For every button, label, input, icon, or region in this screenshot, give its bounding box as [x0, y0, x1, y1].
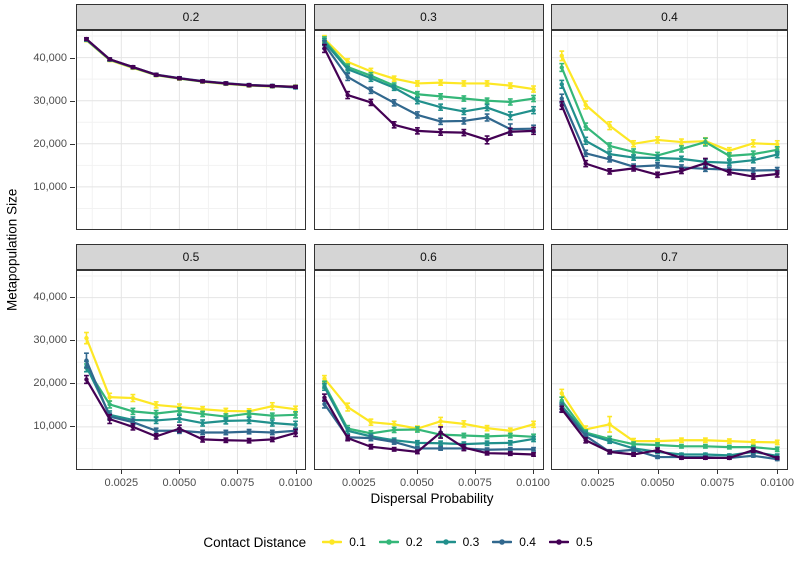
x-axis-tick	[657, 469, 659, 474]
series-0.5	[559, 100, 780, 180]
y-axis-tick	[70, 297, 75, 299]
y-axis-tick	[70, 100, 75, 102]
facet-strip-0.5: 0.5	[76, 243, 306, 270]
series-0.3	[559, 79, 780, 167]
series-0.5	[321, 43, 536, 145]
legend: Contact Distance 0.1 0.2 0.3 0.4 0.5	[0, 528, 796, 556]
facet-strip-label: 0.5	[182, 249, 200, 264]
facet-strip-label: 0.4	[661, 10, 678, 24]
y-axis-tick	[70, 383, 75, 385]
legend-key-icon	[492, 539, 513, 545]
series-0.1	[321, 374, 536, 434]
x-axis-tick-label: 0.0025	[104, 476, 139, 489]
x-axis-tick-label: 0.0100	[516, 476, 550, 489]
facet-strip-0.7: 0.7	[551, 243, 788, 270]
y-axis-tick-label: 20,000	[33, 137, 67, 150]
x-axis-tick	[237, 469, 239, 474]
series-0.2	[321, 36, 536, 106]
facet-strip-label: 0.6	[420, 249, 437, 264]
x-axis-tick	[474, 469, 476, 474]
y-axis-tick-label: 40,000	[33, 51, 67, 64]
x-axis-tick	[121, 469, 123, 474]
legend-key-icon	[548, 539, 569, 545]
x-axis-tick	[717, 469, 719, 474]
legend-entry-label: 0.1	[349, 535, 366, 549]
x-axis-tick-label: 0.0100	[760, 476, 795, 489]
series-0.2	[559, 395, 780, 452]
y-axis-tick	[70, 340, 75, 342]
y-axis-tick-label: 10,000	[33, 420, 67, 433]
x-axis-tick	[416, 469, 418, 474]
x-axis-tick-label: 0.0050	[162, 476, 197, 489]
series-0.5	[84, 374, 298, 444]
facet-panel-0.4	[551, 30, 788, 230]
facet-strip-label: 0.3	[420, 10, 437, 24]
legend-entry-0.5: 0.5	[548, 535, 593, 549]
x-axis-tick	[295, 469, 297, 474]
legend-entry-label: 0.4	[519, 535, 536, 549]
legend-entry-0.4: 0.4	[492, 535, 536, 549]
x-axis-tick-label: 0.0075	[700, 476, 735, 489]
facet-panel-0.5	[76, 269, 306, 470]
legend-entry-label: 0.3	[462, 535, 480, 549]
facet-strip-label: 0.7	[661, 249, 678, 264]
series-0.5	[321, 392, 536, 457]
x-axis-tick	[597, 469, 599, 474]
legend-entry-0.2: 0.2	[378, 535, 423, 549]
y-axis-tick	[70, 186, 75, 188]
facet-panel-0.3	[313, 30, 544, 230]
legend-entry-0.3: 0.3	[435, 535, 480, 549]
y-axis-tick	[70, 426, 75, 428]
facet-panel-0.2	[76, 30, 306, 230]
x-axis-tick	[777, 469, 779, 474]
legend-key-icon	[378, 539, 399, 545]
y-axis-tick-label: 40,000	[33, 291, 67, 304]
facet-panel-0.7	[551, 269, 788, 470]
series-0.5	[559, 404, 780, 460]
x-axis-tick	[358, 469, 360, 474]
x-axis-tick-label: 0.0050	[400, 476, 434, 489]
x-axis-tick-label: 0.0075	[220, 476, 255, 489]
y-axis-tick-label: 20,000	[33, 377, 67, 390]
facet-strip-0.6: 0.6	[313, 243, 544, 270]
facet-strip-label: 0.2	[182, 10, 200, 24]
x-axis-tick-label: 0.0025	[341, 476, 376, 489]
series-0.3	[321, 37, 536, 121]
legend-entry-label: 0.2	[405, 535, 423, 549]
x-axis-tick-label: 0.0100	[278, 476, 313, 489]
x-axis-title: Dispersal Probability	[370, 491, 494, 506]
facet-panel-0.6	[313, 269, 544, 470]
x-axis-tick-label: 0.0025	[580, 476, 615, 489]
y-axis-tick-label: 30,000	[33, 94, 67, 107]
facet-strip-0.4: 0.4	[551, 4, 788, 30]
x-axis-tick	[179, 469, 181, 474]
y-axis-tick-label: 10,000	[33, 180, 67, 193]
legend-entry-0.1: 0.1	[322, 535, 366, 549]
y-axis-tick-label: 30,000	[33, 334, 67, 347]
legend-key-icon	[435, 539, 456, 545]
series-0.1	[321, 34, 536, 93]
legend-entry-label: 0.5	[575, 535, 593, 549]
y-axis-tick	[70, 143, 75, 145]
x-axis-tick-label: 0.0075	[458, 476, 492, 489]
x-axis-tick-label: 0.0050	[640, 476, 675, 489]
x-axis-tick	[533, 469, 535, 474]
facet-strip-0.2: 0.2	[76, 4, 306, 30]
legend-title: Contact Distance	[203, 534, 307, 550]
legend-key-icon	[322, 539, 343, 545]
series-0.5	[84, 36, 298, 90]
y-axis-tick	[70, 57, 75, 59]
facet-strip-0.3: 0.3	[313, 4, 544, 30]
